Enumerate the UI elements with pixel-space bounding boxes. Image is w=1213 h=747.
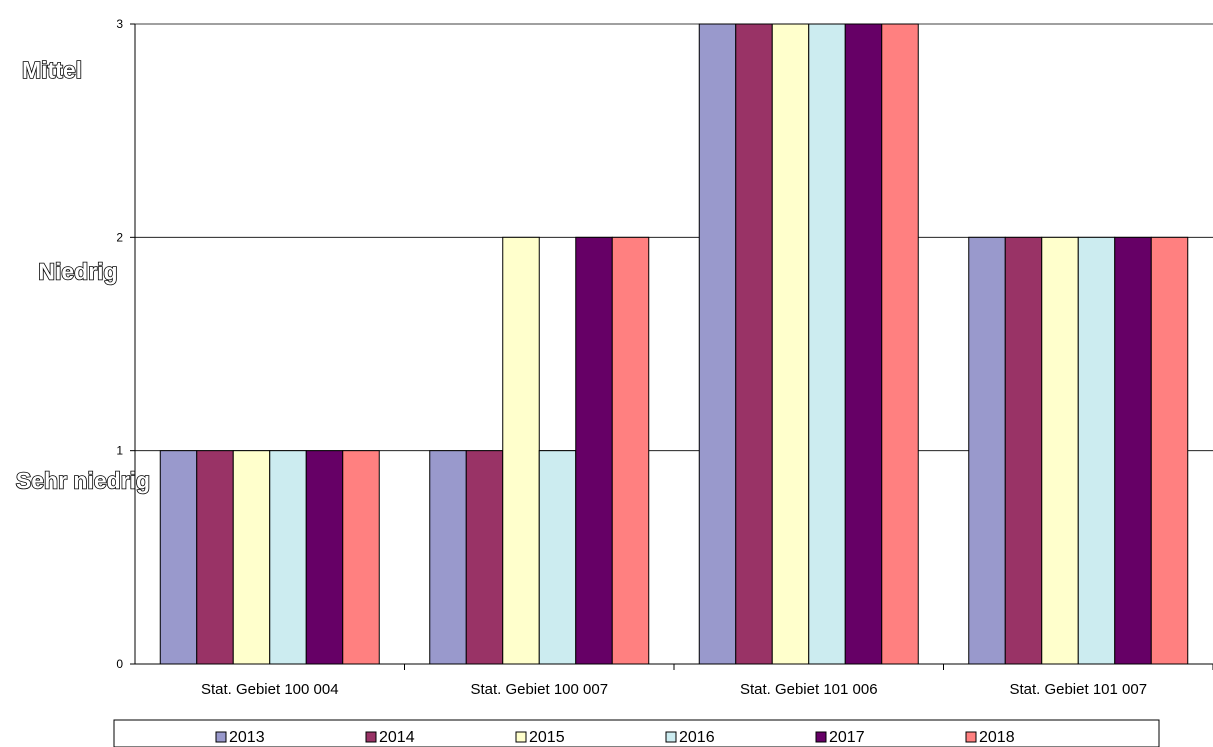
legend-label: 2015 [529, 729, 565, 746]
bar [269, 450, 307, 665]
bar [502, 236, 540, 665]
legend-swatch [215, 731, 227, 743]
bar [1150, 236, 1189, 665]
bar [611, 236, 650, 665]
legend-label: 2013 [229, 729, 265, 746]
x-tick-label: Stat. Gebiet 101 007 [1009, 681, 1147, 698]
level-label: Mittel [22, 57, 82, 83]
bar [1077, 236, 1116, 665]
bar [305, 450, 344, 665]
bar [232, 450, 271, 665]
bar [698, 23, 737, 665]
level-label: Sehr niedrig [16, 468, 150, 494]
legend-swatch [515, 731, 527, 743]
legend-label: 2016 [679, 729, 715, 746]
bar [968, 236, 1006, 665]
legend-label: 2018 [979, 729, 1015, 746]
y-tick-label: 1 [116, 444, 123, 458]
x-tick-label: Stat. Gebiet 101 006 [740, 681, 878, 698]
bar [575, 236, 613, 665]
bar [538, 450, 577, 665]
bar [196, 450, 234, 665]
x-tick-label: Stat. Gebiet 100 007 [470, 681, 608, 698]
bar [429, 450, 467, 665]
x-tick-label: Stat. Gebiet 100 004 [201, 681, 339, 698]
level-label: Niedrig [38, 258, 117, 284]
bar [342, 450, 380, 665]
y-tick-label: 3 [116, 17, 123, 31]
x-axis: Stat. Gebiet 100 004 Stat. Gebiet 100 007… [134, 24, 1213, 698]
bar [881, 23, 919, 665]
bar [465, 450, 504, 665]
legend-swatch [965, 731, 977, 743]
bar [844, 23, 883, 665]
bar [735, 23, 773, 665]
y-tick-label: 2 [116, 230, 123, 244]
legend: 2013 2014 2015 2016 2017 2018 [113, 719, 1160, 747]
legend-box [113, 719, 1160, 747]
legend-label: 2014 [379, 729, 415, 746]
bar [1041, 236, 1079, 665]
bar [1004, 236, 1043, 665]
bars [159, 23, 1189, 665]
bar [1114, 236, 1152, 665]
level-labels: Sehr niedrig Niedrig Mittel [15, 56, 151, 494]
bar [808, 23, 846, 665]
bar [159, 450, 198, 665]
y-axis-ticks: 0 1 2 3 [116, 17, 135, 671]
legend-swatch [665, 731, 677, 743]
legend-label: 2017 [829, 729, 865, 746]
bar [771, 23, 810, 665]
y-tick-label: 0 [116, 657, 123, 671]
legend-swatch [365, 731, 377, 743]
legend-swatch [815, 731, 827, 743]
